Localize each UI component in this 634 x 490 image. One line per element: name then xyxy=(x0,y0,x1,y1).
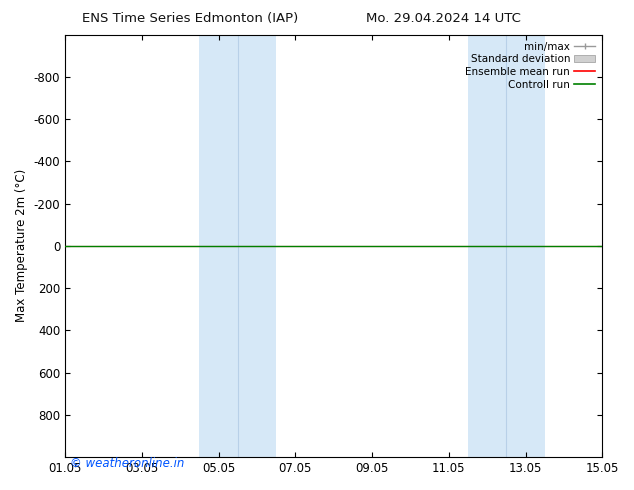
Text: Mo. 29.04.2024 14 UTC: Mo. 29.04.2024 14 UTC xyxy=(366,12,521,25)
Legend: min/max, Standard deviation, Ensemble mean run, Controll run: min/max, Standard deviation, Ensemble me… xyxy=(463,40,597,92)
Bar xyxy=(468,35,545,457)
Text: © weatheronline.in: © weatheronline.in xyxy=(70,457,184,470)
Text: ENS Time Series Edmonton (IAP): ENS Time Series Edmonton (IAP) xyxy=(82,12,299,25)
Bar xyxy=(199,35,276,457)
Y-axis label: Max Temperature 2m (°C): Max Temperature 2m (°C) xyxy=(15,169,28,322)
